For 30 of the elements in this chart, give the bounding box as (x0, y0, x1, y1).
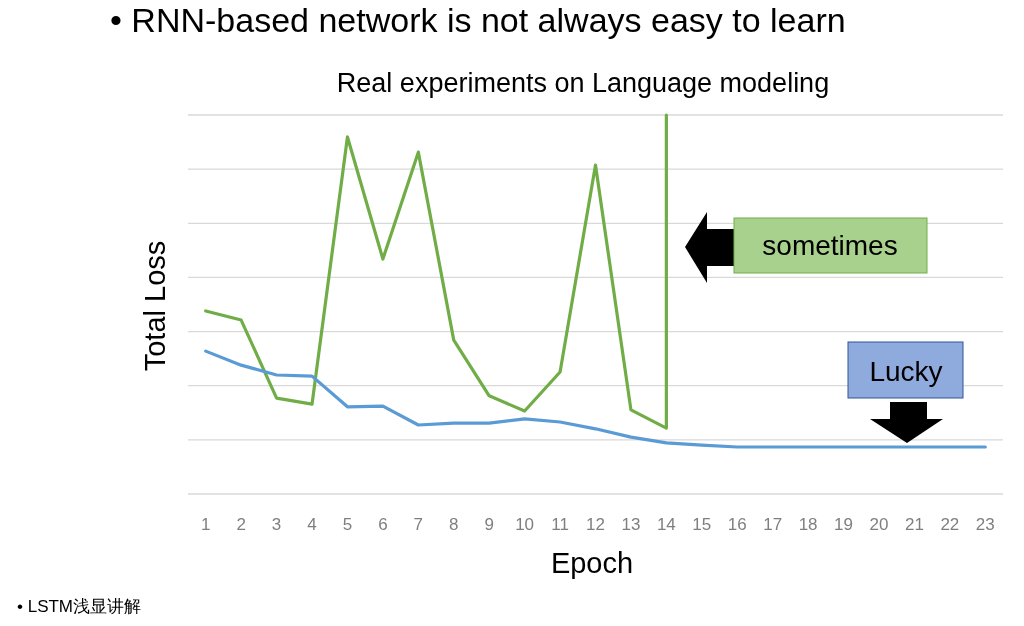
annotation: Lucky (869, 356, 943, 387)
x-tick-label: 8 (449, 515, 459, 534)
x-tick-label: 19 (834, 515, 853, 534)
x-tick-label: 7 (413, 515, 424, 534)
annotation: sometimes (762, 230, 898, 261)
x-tick-label: 13 (621, 515, 641, 534)
x-tick-label: 3 (271, 515, 282, 534)
x-tick-label: 10 (515, 515, 535, 534)
x-tick-label: 16 (727, 515, 747, 534)
chart-subtitle: Real experiments on Language modeling (336, 68, 830, 98)
x-tick-label: 12 (586, 515, 605, 534)
x-tick-label: 17 (763, 515, 783, 534)
x-tick-label: 22 (940, 515, 960, 534)
y-axis-title: Total Loss (139, 240, 171, 372)
x-tick-label: 9 (484, 515, 494, 534)
x-tick-label: 23 (975, 515, 995, 534)
x-tick-label: 2 (236, 515, 246, 534)
x-tick-label: 6 (378, 515, 388, 534)
chart-title: • RNN-based network is not always easy to learn (110, 1, 846, 39)
x-axis-title: Epoch (550, 547, 634, 579)
x-tick-label: 15 (692, 515, 712, 534)
text: • LSTM浅显讲解 (17, 597, 142, 616)
x-tick-label: 1 (200, 515, 211, 534)
x-tick-label: 18 (798, 515, 818, 534)
x-tick-label: 20 (869, 515, 889, 534)
x-tick-label: 5 (342, 515, 353, 534)
x-tick-label: 4 (307, 515, 317, 534)
x-tick-label: 11 (551, 515, 569, 534)
x-tick-label: 14 (656, 515, 676, 534)
x-tick-label: 21 (904, 515, 924, 534)
